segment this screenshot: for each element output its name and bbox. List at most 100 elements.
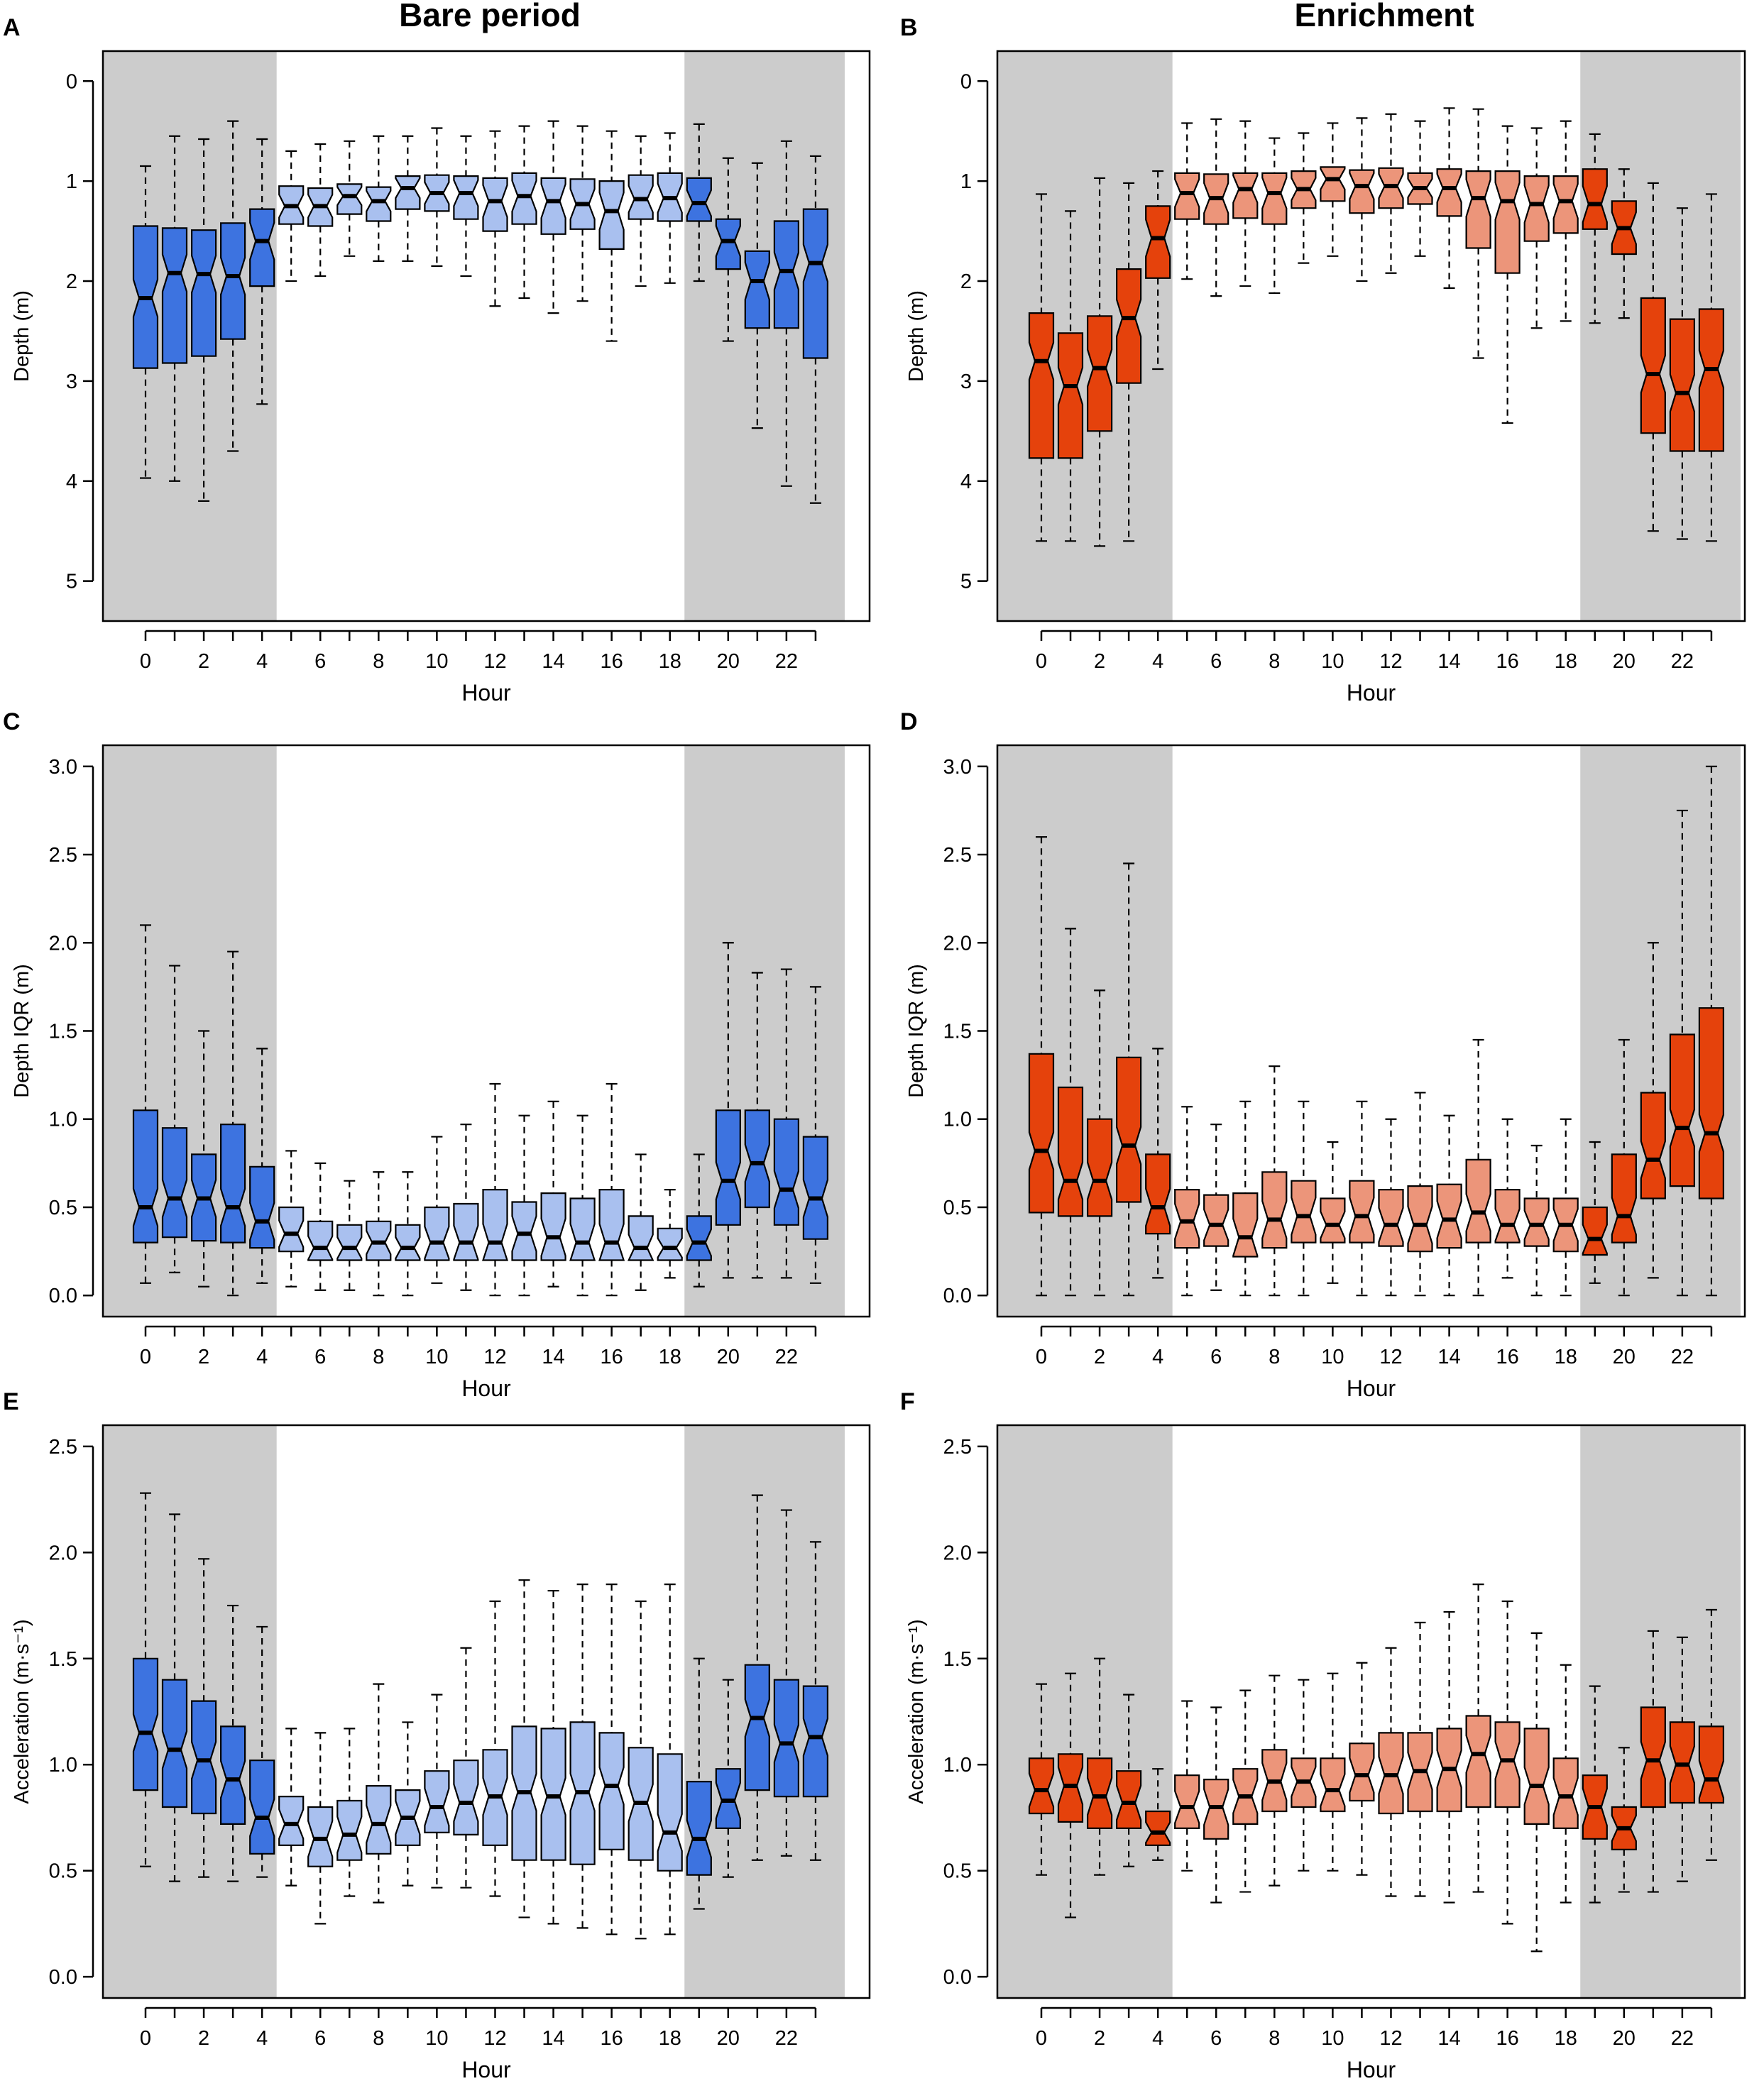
box-body [598, 1188, 625, 1261]
box-body [1261, 172, 1288, 225]
box-body [278, 1796, 305, 1846]
x-tick-label: 0 [140, 650, 151, 673]
box-hour-21 [744, 1494, 770, 1861]
y-tick-label: 2.0 [943, 932, 972, 955]
box-hour-10 [424, 127, 450, 267]
x-tick-label: 8 [373, 2027, 384, 2050]
y-tick-label: 0 [66, 70, 77, 93]
box-body [686, 177, 712, 222]
box-body [1320, 1197, 1346, 1244]
y-tick-label: 2.0 [943, 1542, 972, 1564]
x-tick-label: 12 [1379, 650, 1402, 673]
box-body [1261, 1171, 1288, 1249]
x-tick-label: 22 [775, 1346, 798, 1368]
box-body [366, 186, 392, 222]
box-hour-6 [307, 1162, 334, 1291]
y-tick-label: 0.0 [49, 1285, 77, 1307]
y-tick-label: 4 [66, 471, 77, 493]
y-tick-label: 1.5 [943, 1021, 972, 1043]
x-tick-label: 10 [425, 2027, 448, 2050]
box-hour-12 [1378, 1647, 1404, 1897]
x-tick-label: 16 [1496, 650, 1519, 673]
box-body [511, 172, 537, 225]
box-hour-23 [802, 155, 829, 504]
night-band [103, 51, 277, 621]
box-hour-20 [715, 157, 741, 342]
box-body [802, 208, 829, 359]
box-hour-11 [1349, 1662, 1375, 1876]
panel-label: E [3, 1388, 19, 1415]
box-body [1115, 1770, 1142, 1829]
y-tick-label: 1.5 [943, 1648, 972, 1671]
box-hour-15 [569, 125, 596, 302]
x-tick-label: 16 [1496, 2027, 1519, 2050]
box-hour-9 [1291, 132, 1317, 264]
box-hour-18 [1552, 1118, 1579, 1297]
panel-label: F [900, 1388, 915, 1415]
x-tick-label: 10 [425, 650, 448, 673]
box-body [1203, 1194, 1229, 1247]
box-body [1698, 308, 1724, 452]
box-hour-21 [744, 162, 770, 429]
box-hour-10 [1320, 1672, 1346, 1872]
y-axis-label: Depth (m) [905, 290, 928, 382]
box-body [1552, 175, 1579, 234]
x-tick-label: 12 [1379, 1346, 1402, 1368]
box-hour-23 [1698, 193, 1724, 542]
x-axis-label: Hour [1347, 2057, 1396, 2082]
box-body [1174, 1188, 1200, 1249]
y-tick-label: 1.0 [49, 1754, 77, 1777]
box-body [1465, 170, 1491, 249]
box-body [1057, 332, 1084, 459]
box-hour-14 [1436, 1610, 1462, 1904]
box-body [1698, 1007, 1724, 1200]
x-tick-label: 14 [1437, 2027, 1460, 2050]
night-band [997, 745, 1173, 1317]
box-hour-1 [1057, 1672, 1084, 1918]
box-body [627, 1215, 654, 1261]
box-body [715, 218, 741, 270]
y-tick-label: 3 [66, 370, 77, 393]
box-hour-19 [1582, 1141, 1608, 1284]
box-hour-2 [1086, 177, 1113, 547]
box-hour-19 [1582, 1685, 1608, 1904]
y-tick-label: 1.0 [943, 1754, 972, 1777]
box-body [773, 1118, 800, 1226]
y-tick-label: 0.0 [943, 1285, 972, 1307]
box-hour-17 [628, 1600, 654, 1940]
box-hour-7 [336, 140, 363, 257]
box-hour-10 [424, 1136, 450, 1284]
x-tick-label: 18 [659, 2027, 681, 2050]
box-hour-5 [278, 150, 305, 282]
box-hour-16 [598, 130, 625, 342]
x-axis-label: Hour [1347, 1376, 1396, 1401]
box-body [1494, 1721, 1521, 1808]
box-hour-4 [249, 138, 275, 405]
box-body [249, 1165, 275, 1249]
box-hour-22 [1669, 1636, 1695, 1882]
x-tick-label: 16 [1496, 1346, 1519, 1368]
box-body [1582, 1206, 1608, 1256]
box-body [132, 1109, 159, 1244]
x-tick-label: 4 [256, 1346, 268, 1368]
box-hour-14 [540, 1590, 566, 1925]
x-tick-label: 10 [1321, 1346, 1344, 1368]
box-hour-4 [249, 1625, 275, 1878]
box-body [1378, 1188, 1404, 1247]
box-hour-12 [1378, 1118, 1404, 1297]
box-body [1640, 297, 1666, 434]
box-hour-12 [1378, 113, 1404, 274]
box-hour-19 [686, 123, 712, 282]
box-body [773, 1679, 800, 1798]
box-hour-22 [1669, 207, 1695, 540]
x-tick-label: 20 [1613, 650, 1636, 673]
box-body [1436, 168, 1462, 217]
box-body [1320, 166, 1346, 202]
box-body [395, 175, 421, 210]
box-hour-6 [1203, 1124, 1229, 1291]
box-body [220, 1725, 246, 1825]
x-tick-label: 18 [1555, 2027, 1577, 2050]
y-tick-label: 0.0 [49, 1966, 77, 1989]
x-tick-label: 6 [1210, 1346, 1222, 1368]
box-hour-10 [424, 1693, 450, 1889]
